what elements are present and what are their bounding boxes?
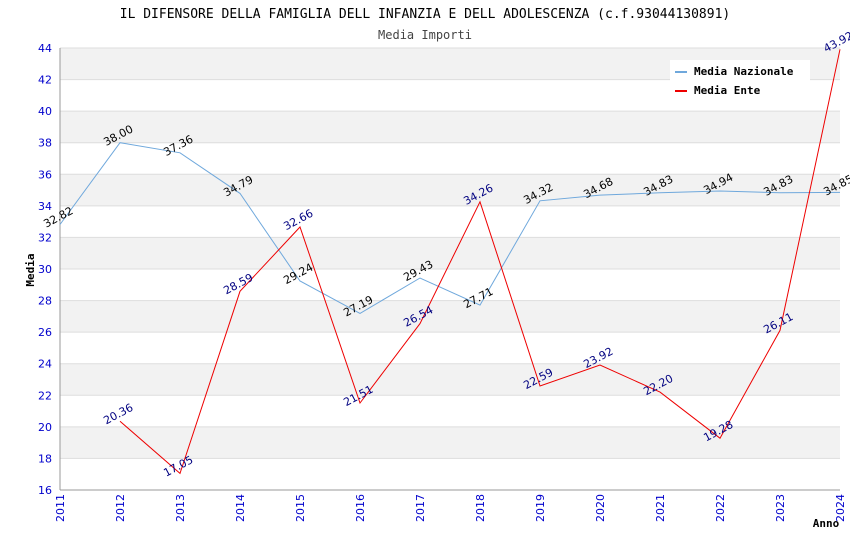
- x-tick-label: 2015: [294, 494, 307, 522]
- plot-background-bands: [60, 48, 840, 459]
- series-lines: [59, 49, 841, 475]
- chart-title: IL DIFENSORE DELLA FAMIGLIA DELL INFANZI…: [120, 7, 730, 22]
- x-axis-label: Anno: [813, 517, 840, 530]
- y-tick-label: 40: [38, 105, 52, 118]
- y-tick-label: 36: [38, 168, 52, 181]
- x-tick-label: 2023: [774, 494, 787, 522]
- y-tick-label: 16: [38, 484, 52, 497]
- x-axis-ticks: 2011 2012 2013 2014 2015 2016 2017 2018 2019 2020…: [54, 494, 847, 522]
- x-tick-label: 2018: [474, 494, 487, 522]
- x-tick-label: 2011: [54, 494, 67, 522]
- x-tick-label: 2014: [234, 494, 247, 522]
- y-tick-label: 22: [38, 389, 52, 402]
- plot-band: [60, 174, 840, 206]
- x-tick-label: 2012: [114, 494, 127, 522]
- x-tick-label: 2021: [654, 494, 667, 522]
- x-tick-label: 2013: [174, 494, 187, 522]
- x-tick-label: 2020: [594, 494, 607, 522]
- plot-band: [60, 300, 840, 333]
- y-axis-label: Media: [24, 253, 37, 286]
- y-tick-label: 26: [38, 326, 52, 339]
- legend-label-nazionale: Media Nazionale: [694, 65, 794, 78]
- y-tick-label: 34: [38, 200, 52, 213]
- data-label: 28.59: [221, 271, 255, 297]
- y-tick-label: 24: [38, 358, 52, 371]
- x-tick-label: 2019: [534, 494, 547, 522]
- x-tick-label: 2017: [414, 494, 427, 522]
- x-tick-label: 2022: [714, 494, 727, 522]
- y-tick-label: 20: [38, 421, 52, 434]
- x-tick-label: 2016: [354, 494, 367, 522]
- y-tick-label: 44: [38, 42, 52, 55]
- y-tick-label: 18: [38, 452, 52, 465]
- series-line-1: [119, 49, 841, 475]
- y-tick-label: 38: [38, 137, 52, 150]
- y-tick-label: 28: [38, 295, 52, 308]
- y-tick-label: 30: [38, 263, 52, 276]
- chart-subtitle: Media Importi: [378, 28, 472, 42]
- y-tick-label: 32: [38, 231, 52, 244]
- y-axis-ticks: 16 18 20 22 24 26 28 30 32 34 36 38 40 42 44: [38, 42, 52, 497]
- data-label: 20.36: [101, 401, 135, 427]
- legend-box: [670, 60, 810, 102]
- legend: Media Nazionale Media Ente: [670, 60, 810, 102]
- series-line-0: [59, 142, 841, 314]
- x-tick-label: 2024: [834, 494, 847, 522]
- legend-label-ente: Media Ente: [694, 84, 761, 97]
- plot-band: [60, 237, 840, 269]
- y-tick-label: 42: [38, 74, 52, 87]
- plot-band: [60, 111, 840, 143]
- plot-band: [60, 363, 840, 396]
